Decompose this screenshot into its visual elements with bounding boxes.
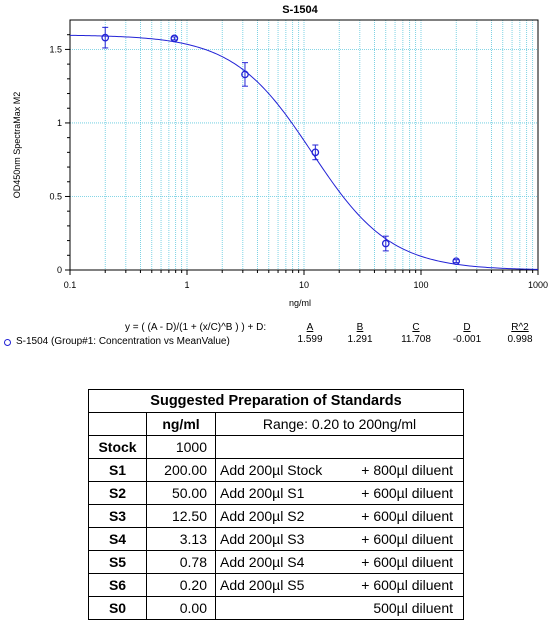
data-point [170, 34, 179, 43]
chart-grid [70, 20, 538, 270]
fit-equation: y = ( (A - D)/(1 + (x/C)^B ) ) + D: [125, 322, 267, 333]
legend-series-label: S-1504 (Group#1: Concentration vs MeanVa… [16, 336, 230, 347]
standard-concentration: 12.50 [146, 504, 216, 528]
diluent-amount: 500µl diluent [373, 600, 453, 616]
param-c-name: C [412, 322, 420, 333]
table-row: S2 50.00 Add 200µl S1 + 600µl diluent [88, 481, 464, 505]
dilution-step-cell: Add 200µl S1 + 600µl diluent [215, 481, 464, 505]
table-row: S5 0.78 Add 200µl S4 + 600µl diluent [88, 550, 464, 574]
diluent-amount: + 600µl diluent [361, 485, 453, 501]
fit-curve [69, 34, 539, 270]
standard-id: S2 [88, 481, 147, 505]
param-r2-value: 0.998 [507, 334, 533, 345]
data-point [241, 70, 249, 79]
y-tick-label: 0 [57, 265, 62, 275]
data-point [101, 33, 110, 42]
x-tick-label: 100 [413, 280, 428, 290]
standard-id: S4 [88, 527, 147, 551]
header-blank-cell [88, 412, 147, 436]
table-row: Stock 1000 [88, 435, 464, 459]
data-point [381, 239, 390, 248]
y-axis-label: OD450nm SpectraMax M2 [12, 92, 22, 199]
param-d-name: D [463, 322, 471, 333]
standard-id: Stock [88, 435, 147, 459]
dilution-step-cell: Add 200µl S3 + 600µl diluent [215, 527, 464, 551]
standard-id: S3 [88, 504, 147, 528]
param-b-value: 1.291 [347, 334, 373, 345]
dilution-step: Add 200µl S2 [220, 508, 305, 524]
standard-concentration: 0.20 [146, 573, 216, 597]
table-row: S4 3.13 Add 200µl S3 + 600µl diluent [88, 527, 464, 551]
x-tick-label: 0.1 [64, 280, 77, 290]
legend-marker-circle-icon [4, 339, 11, 346]
param-a-name: A [306, 322, 314, 333]
standard-concentration: 50.00 [146, 481, 216, 505]
dilution-step: Add 200µl S3 [220, 531, 305, 547]
data-point [452, 257, 461, 266]
diluent-amount: + 600µl diluent [361, 577, 453, 593]
dilution-step-cell: Add 200µl Stock + 800µl diluent [215, 458, 464, 482]
standard-curve-chart: S-1504 0.1 1 10 100 1000 0 0.5 1 1.5 ng/ml OD450… [12, 4, 548, 308]
table-row: S6 0.20 Add 200µl S5 + 600µl diluent [88, 573, 464, 597]
fit-param-b: B 1.291 [340, 322, 380, 345]
standard-id: S0 [88, 596, 147, 620]
y-tick-label: 1.5 [49, 44, 62, 54]
data-point [311, 148, 320, 157]
param-c-value: 11.708 [401, 334, 431, 345]
data-points [101, 26, 461, 266]
standard-id: S6 [88, 573, 147, 597]
diluent-amount: + 600µl diluent [361, 508, 453, 524]
standard-concentration: 3.13 [146, 527, 216, 551]
standard-concentration: 1000 [146, 435, 216, 459]
standard-id: S1 [88, 458, 147, 482]
param-a-value: 1.599 [297, 334, 323, 345]
chart-axes: 0.1 1 10 100 1000 0 0.5 1 1.5 [49, 34, 548, 290]
standard-id: S5 [88, 550, 147, 574]
dilution-step: Add 200µl S1 [220, 485, 305, 501]
x-tick-label: 1000 [528, 280, 548, 290]
x-tick-label: 1 [184, 280, 189, 290]
dilution-step: Add 200µl S5 [220, 577, 305, 593]
dilution-step-cell: Add 200µl S2 + 600µl diluent [215, 504, 464, 528]
table-title-row: Suggested Preparation of Standards [88, 389, 464, 413]
dilution-step: Add 200µl Stock [220, 462, 323, 478]
param-r2-name: R^2 [511, 322, 529, 333]
dilution-step: Add 200µl S4 [220, 554, 305, 570]
header-conc: ng/ml [146, 412, 216, 436]
table-body: Stock 1000 S1 200.00 Add 200µl Stock + 800µl … [88, 435, 464, 620]
dilution-step-cell: 500µl diluent [215, 596, 464, 620]
table-row: S3 12.50 Add 200µl S2 + 600µl diluent [88, 504, 464, 528]
x-axis-label: ng/ml [289, 298, 311, 308]
table-title: Suggested Preparation of Standards [88, 389, 464, 413]
standard-concentration: 200.00 [146, 458, 216, 482]
diluent-amount: + 600µl diluent [361, 531, 453, 547]
fit-param-d: D -0.001 [447, 322, 487, 345]
x-tick-label: 10 [299, 280, 309, 290]
header-range: Range: 0.20 to 200ng/ml [215, 412, 464, 436]
param-d-value: -0.001 [452, 334, 482, 345]
dilution-step-cell: Add 200µl S4 + 600µl diluent [215, 550, 464, 574]
fit-param-c: C 11.708 [394, 322, 438, 345]
chart-title: S-1504 [282, 4, 318, 16]
standards-table: Suggested Preparation of Standards ng/ml… [88, 389, 464, 620]
standard-concentration: 0.00 [146, 596, 216, 620]
table-row: S0 0.00 500µl diluent [88, 596, 464, 620]
dilution-step-cell [215, 435, 464, 459]
diluent-amount: + 600µl diluent [361, 554, 453, 570]
fit-param-r2: R^2 0.998 [500, 322, 540, 345]
y-tick-label: 0.5 [49, 191, 62, 201]
y-tick-label: 1 [57, 118, 62, 128]
standard-concentration: 0.78 [146, 550, 216, 574]
dilution-step-cell: Add 200µl S5 + 600µl diluent [215, 573, 464, 597]
table-header-row: ng/ml Range: 0.20 to 200ng/ml [88, 412, 464, 436]
param-b-name: B [356, 322, 364, 333]
fit-param-a: A 1.599 [290, 322, 330, 345]
diluent-amount: + 800µl diluent [361, 462, 453, 478]
table-row: S1 200.00 Add 200µl Stock + 800µl diluent [88, 458, 464, 482]
